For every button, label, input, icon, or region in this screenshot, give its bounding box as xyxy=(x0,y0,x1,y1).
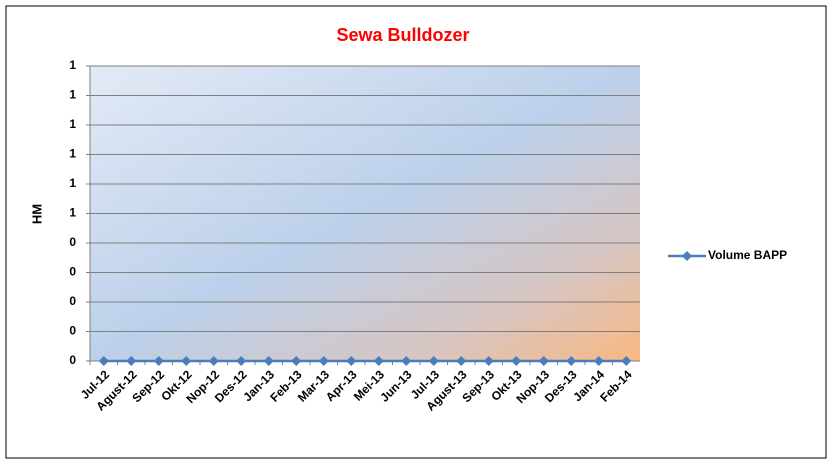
point-marker xyxy=(236,356,247,366)
point-marker xyxy=(346,356,357,366)
point-marker xyxy=(483,356,494,366)
point-marker xyxy=(153,356,164,366)
point-marker xyxy=(593,356,604,366)
y-tick-label: 1 xyxy=(69,176,76,190)
y-tick-label: 1 xyxy=(69,147,76,161)
legend-label: Volume BAPP xyxy=(708,248,787,262)
point-marker xyxy=(428,356,439,366)
point-marker xyxy=(181,356,192,366)
point-marker xyxy=(98,356,109,366)
point-marker xyxy=(511,356,522,366)
y-tick-label: 1 xyxy=(69,88,76,102)
chart-title: Sewa Bulldozer xyxy=(336,25,469,45)
point-marker xyxy=(263,356,274,366)
y-axis-label: HM xyxy=(29,204,44,224)
point-marker xyxy=(318,356,329,366)
point-marker xyxy=(126,356,137,366)
point-marker xyxy=(208,356,219,366)
point-marker xyxy=(566,356,577,366)
y-tick-label: 1 xyxy=(69,117,76,131)
point-marker xyxy=(401,356,412,366)
legend-marker xyxy=(682,251,692,261)
point-marker xyxy=(621,356,632,366)
y-tick-label: 0 xyxy=(69,235,76,249)
point-marker xyxy=(373,356,384,366)
point-marker xyxy=(456,356,467,366)
point-marker xyxy=(538,356,549,366)
y-tick-label: 1 xyxy=(69,58,76,72)
y-tick-label: 0 xyxy=(69,294,76,308)
y-tick-label: 0 xyxy=(69,265,76,279)
y-tick-label: 0 xyxy=(69,324,76,338)
y-tick-label: 0 xyxy=(69,353,76,367)
point-marker xyxy=(291,356,302,366)
y-tick-label: 1 xyxy=(69,206,76,220)
